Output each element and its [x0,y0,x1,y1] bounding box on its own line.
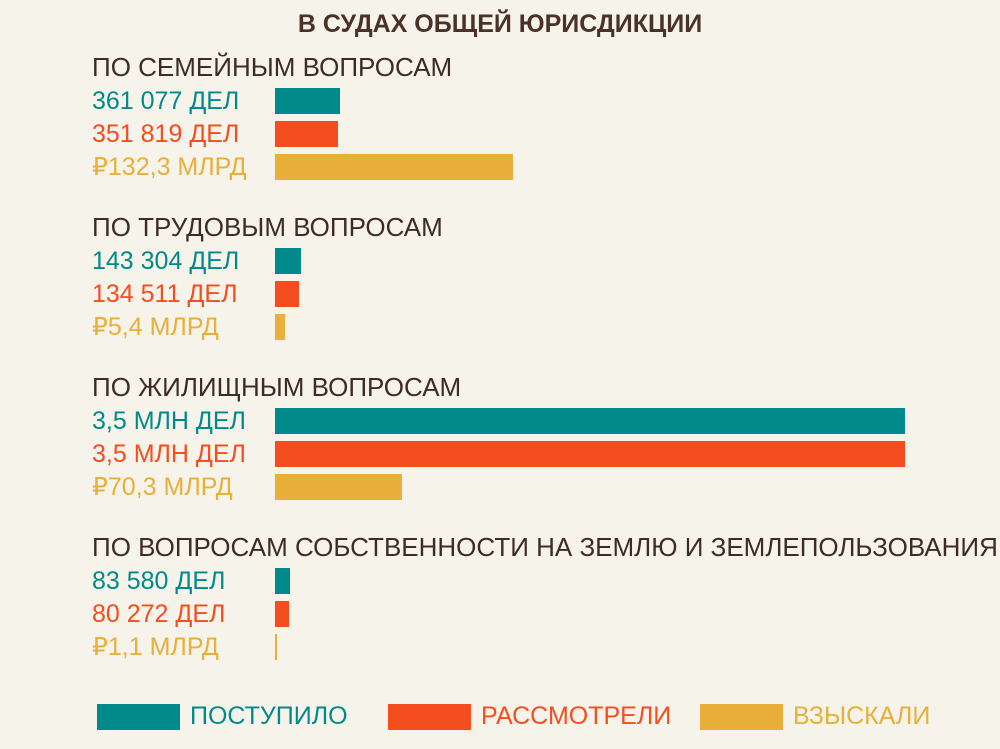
bar-reviewed [275,441,905,467]
bar-received [275,408,905,434]
bar-received [275,568,291,594]
group-title: ПО ТРУДОВЫМ ВОПРОСАМ [92,212,443,242]
legend-swatch-reviewed [388,704,471,730]
chart-title: В СУДАХ ОБЩЕЙ ЮРИСДИКЦИИ [297,10,703,38]
legend-label-reviewed: РАССМОТРЕЛИ [481,702,672,730]
data-label: 143 304 ДЕЛ [92,247,240,275]
bar-reviewed [275,601,290,627]
data-label: 361 077 ДЕЛ [92,87,240,115]
legend-swatch-recovered [700,704,783,730]
legend-swatch-received [97,704,180,730]
bar-recovered [275,314,285,340]
group-title: ПО ВОПРОСАМ СОБСТВЕННОСТИ НА ЗЕМЛЮ И ЗЕМ… [92,532,998,562]
legend-label-recovered: ВЗЫСКАЛИ [793,702,931,730]
group-title: ПО СЕМЕЙНЫМ ВОПРОСАМ [92,52,453,82]
data-label: 134 511 ДЕЛ [92,280,238,308]
bar-reviewed [275,281,300,307]
legend-label-received: ПОСТУПИЛО [190,702,348,730]
data-label: 80 272 ДЕЛ [92,600,226,628]
data-label: ₽1,1 МЛРД [92,633,219,661]
bar-recovered [275,154,514,180]
bar-received [275,248,301,274]
bar-reviewed [275,121,339,147]
group-title: ПО ЖИЛИЩНЫМ ВОПРОСАМ [92,372,462,402]
data-label: ₽5,4 МЛРД [92,313,219,341]
data-label: 351 819 ДЕЛ [92,120,240,148]
data-label: 83 580 ДЕЛ [92,567,226,595]
data-label: 3,5 МЛН ДЕЛ [92,440,246,468]
data-label: ₽132,3 МЛРД [92,153,247,181]
data-label: 3,5 МЛН ДЕЛ [92,407,246,435]
bar-recovered [275,634,277,660]
bar-received [275,88,340,114]
bar-recovered [275,474,402,500]
data-label: ₽70,3 МЛРД [92,473,233,501]
